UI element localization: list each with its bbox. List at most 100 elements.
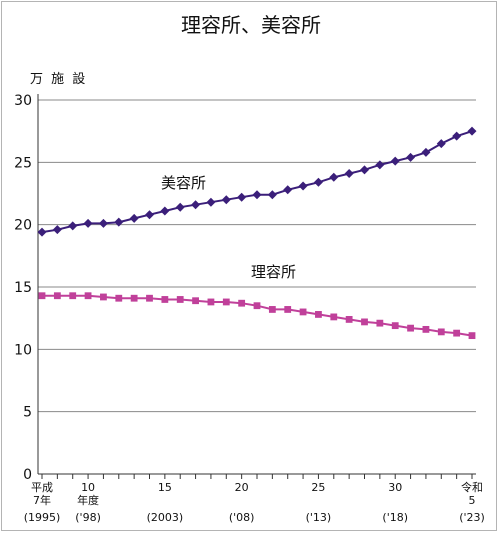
x-tick-text: ('13) [306,511,332,524]
y-tick-label-0: 0 [23,467,32,483]
x-tick-text: 10 [81,481,95,494]
data-point-1-2006 [207,298,215,306]
data-point-1-2010 [268,306,276,313]
y-tick-label-15: 15 [14,280,32,296]
chart-title: 理容所、美容所 [181,13,321,37]
data-point-1-2002 [146,294,153,302]
data-point-1-2020 [422,325,430,333]
y-tick-label-20: 20 [14,218,32,234]
data-point-1-1999 [100,293,107,301]
x-tick-text: ('18) [382,511,408,524]
x-tick-label-2018: 30 ('18) [382,481,408,524]
data-point-0-1996 [52,225,62,235]
data-point-1-2012 [299,308,307,316]
axes [37,94,476,479]
data-point-0-2001 [129,213,139,223]
data-point-1-1997 [69,292,77,300]
y-tick-label-10: 10 [14,342,32,358]
x-tick-label-2013: 25 ('13) [306,481,332,524]
data-point-1-2007 [222,298,230,306]
series-label-riyousho: 理容所 [251,263,296,281]
data-point-0-2014 [329,172,339,182]
data-point-0-2022 [452,131,462,141]
data-point-1-2019 [407,324,414,332]
data-point-0-2008 [237,192,247,202]
data-point-1-2009 [253,302,261,310]
data-point-0-2019 [406,152,416,162]
data-point-1-2016 [361,318,368,326]
x-tick-text: 25 [311,481,325,494]
data-point-1-1996 [53,292,61,300]
data-point-0-2023 [467,126,477,136]
data-point-0-2017 [375,160,385,170]
x-tick-text: 5 [469,494,476,507]
data-point-0-2007 [221,195,231,205]
data-point-1-2022 [453,329,461,337]
y-tick-label-25: 25 [14,155,32,171]
data-point-1-2004 [176,296,184,303]
data-point-0-2018 [390,156,400,166]
data-point-1-2021 [437,328,445,336]
y-tick-labels: 0 5 10 15 20 25 30 [14,93,32,483]
x-tick-label-2008: 20 ('08) [229,481,255,524]
data-point-0-1999 [98,218,108,228]
data-point-0-2013 [313,177,323,187]
data-point-0-2005 [191,200,201,210]
x-tick-label-2023: 令和5 ('23) [459,480,485,524]
x-tick-text: 年度 [77,493,99,507]
x-tick-text: 15 [158,481,172,494]
data-point-0-2006 [206,197,216,207]
x-tick-text: ('98) [75,511,101,524]
data-point-0-2003 [160,206,170,216]
data-point-1-2003 [161,296,169,303]
x-tick-text: 令和 [461,480,483,494]
x-tick-text: 7年 [33,493,51,507]
data-point-0-2011 [283,185,293,195]
data-point-1-2014 [330,313,338,321]
data-point-0-2021 [436,139,446,149]
data-point-0-1998 [83,218,93,228]
x-tick-label-2003: 15 (2003) [147,481,184,524]
data-point-1-2001 [130,294,138,302]
data-point-1-2015 [345,316,353,323]
data-point-0-2020 [421,147,431,157]
y-tick-label-5: 5 [23,405,32,421]
data-point-1-1998 [84,292,92,300]
data-point-1-1995 [38,292,46,300]
x-tick-text: 平成 [31,481,53,494]
data-point-0-2000 [114,217,124,227]
data-point-1-2017 [376,319,384,327]
data-point-0-2010 [267,190,277,200]
series-line-0 [41,130,473,234]
data-point-1-2023 [468,332,476,340]
data-point-0-2004 [175,202,185,212]
data-point-0-2015 [344,169,354,179]
data-point-0-2002 [145,210,154,220]
x-tick-text: 20 [235,481,249,494]
x-tick-text: 30 [388,481,402,494]
series-lines [37,126,477,340]
data-point-0-2012 [298,181,308,191]
data-point-1-2005 [192,297,199,305]
y-unit-label: 万 施 設 [30,71,87,87]
data-point-0-2016 [360,165,369,175]
data-point-1-2018 [391,322,399,330]
data-point-1-2000 [115,294,123,302]
x-tick-text: (1995) [24,511,61,524]
data-point-1-2013 [315,311,322,318]
data-point-0-2009 [252,190,262,200]
data-point-0-1997 [68,221,78,231]
data-point-0-1995 [37,227,47,237]
data-point-1-2008 [238,299,246,307]
x-tick-text: (2003) [147,511,184,524]
x-tick-text: ('08) [229,511,255,524]
series-label-biyousho: 美容所 [161,174,206,192]
data-point-1-2011 [284,306,292,313]
x-tick-text: ('23) [459,511,485,524]
y-tick-label-30: 30 [14,93,32,109]
